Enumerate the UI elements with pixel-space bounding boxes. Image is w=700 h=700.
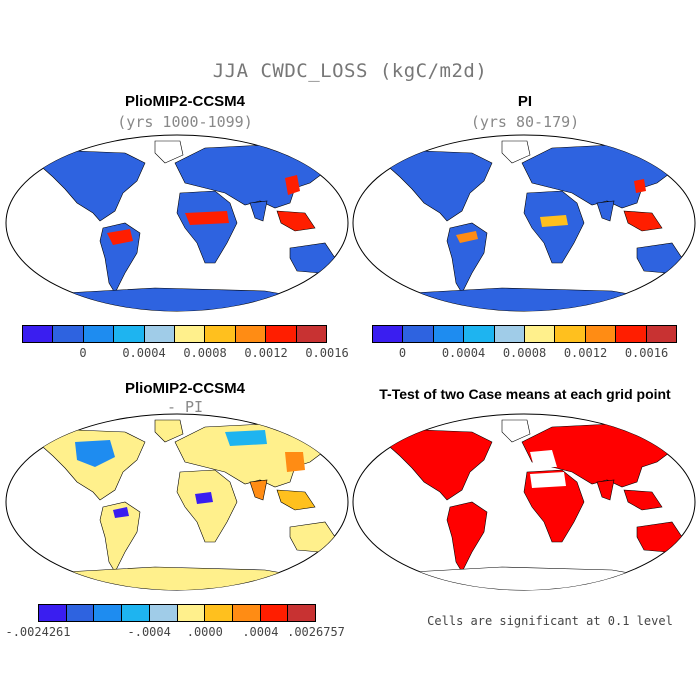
colorbar-segment	[94, 605, 123, 621]
colorbar-tick-label: -.0024261	[5, 625, 71, 639]
colorbar-segment	[525, 326, 556, 342]
colorbar-segment	[555, 326, 586, 342]
colorbar-tick-label: 0	[79, 346, 87, 360]
colorbar-segment	[175, 326, 206, 342]
colorbar-segment	[114, 326, 145, 342]
colorbar-segment	[494, 326, 526, 342]
figure-title: JJA CWDC_LOSS (kgC/m2d)	[212, 60, 488, 82]
colorbar-segment	[616, 326, 647, 342]
panel-1-subtitle: (yrs 1000-1099)	[117, 113, 253, 131]
colorbar-segment	[288, 605, 316, 621]
colorbar-tick-label: .0026757	[287, 625, 345, 639]
colorbar-tick-label: 0.0016	[305, 346, 349, 360]
panel-2-subtitle: (yrs 80-179)	[470, 113, 580, 131]
panel-1-title: PlioMIP2-CCSM4	[124, 93, 245, 110]
colorbar-tick-label: 0.0004	[122, 346, 166, 360]
colorbar-tick-label: 0	[398, 346, 407, 360]
colorbar-segment	[235, 326, 267, 342]
colorbar-segment	[296, 326, 327, 342]
colorbar-segment	[585, 326, 617, 342]
panel-3-subtitle: - PI	[166, 398, 204, 416]
colorbar-segment	[53, 326, 84, 342]
colorbar-segment	[403, 326, 434, 342]
colorbar-tick-label: 0.0008	[502, 346, 547, 360]
map-ttest	[352, 413, 696, 591]
colorbar-segment	[373, 326, 404, 342]
colorbar-pi	[372, 325, 677, 343]
colorbar-segment	[23, 326, 54, 342]
colorbar-segment	[122, 605, 150, 621]
map-pi	[352, 134, 696, 312]
colorbar-segment	[39, 605, 67, 621]
colorbar-segment	[66, 605, 95, 621]
colorbar-difference	[38, 604, 316, 622]
colorbar-plio	[22, 325, 327, 343]
colorbar-pi-labels: 0 0.0004 0.0008 0.0012 0.0016	[372, 346, 677, 362]
colorbar-segment	[433, 326, 465, 342]
map-difference	[5, 413, 349, 591]
map-plio	[5, 134, 349, 312]
colorbar-segment	[205, 326, 236, 342]
colorbar-segment	[144, 326, 176, 342]
colorbar-difference-labels: -.0024261 -.0004 .0000 .0004 .0026757	[5, 625, 344, 641]
colorbar-tick-label: .0000	[186, 625, 223, 639]
panel-4-title: T-Test of two Case means at each grid po…	[379, 386, 671, 402]
colorbar-segment	[177, 605, 206, 621]
significance-note: Cells are significant at 0.1 level	[427, 614, 673, 628]
colorbar-segment	[464, 326, 495, 342]
colorbar-segment	[205, 605, 233, 621]
panel-2-title: PI	[517, 93, 533, 110]
colorbar-segment	[232, 605, 261, 621]
colorbar-tick-label: -.0004	[127, 625, 171, 639]
colorbar-segment	[260, 605, 289, 621]
colorbar-segment	[83, 326, 115, 342]
colorbar-tick-label: 0.0016	[624, 346, 669, 360]
colorbar-plio-labels: 0 0.0004 0.0008 0.0012 0.0016	[22, 346, 348, 362]
colorbar-segment	[149, 605, 178, 621]
colorbar-segment	[646, 326, 677, 342]
colorbar-tick-label: 0.0004	[441, 346, 486, 360]
colorbar-tick-label: .0004	[242, 625, 279, 639]
panel-3-title: PlioMIP2-CCSM4	[124, 380, 245, 397]
colorbar-tick-label: 0.0008	[183, 346, 227, 360]
colorbar-segment	[266, 326, 297, 342]
colorbar-tick-label: 0.0012	[244, 346, 288, 360]
colorbar-tick-label: 0.0012	[563, 346, 608, 360]
